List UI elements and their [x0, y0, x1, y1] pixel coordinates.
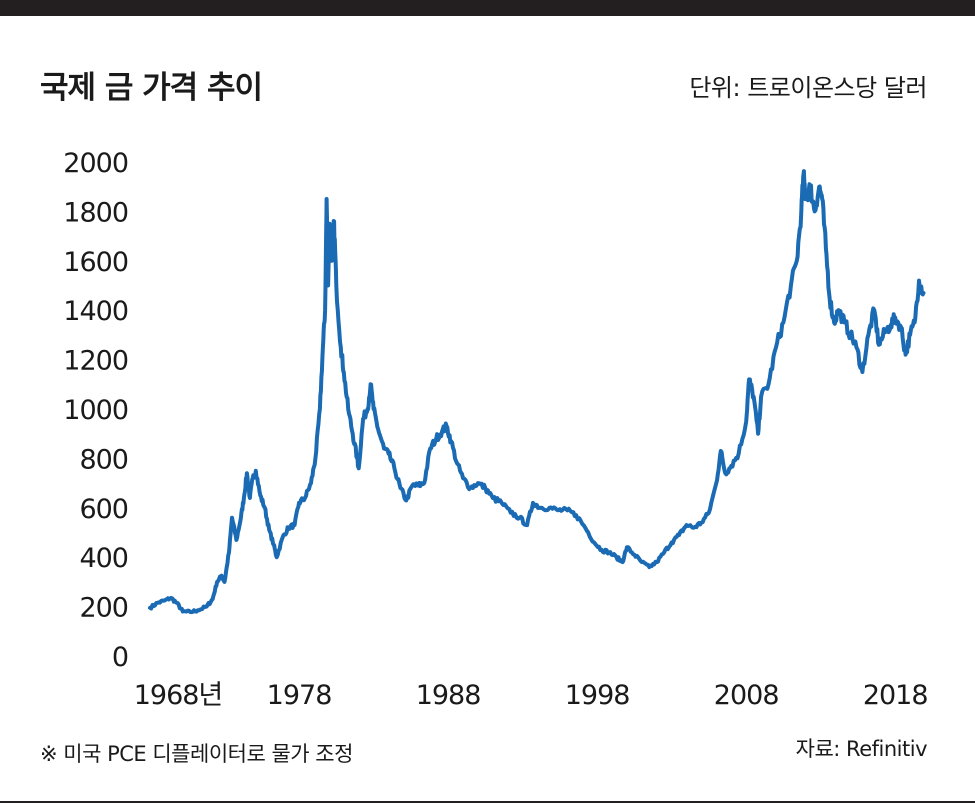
y-tick-label: 1400	[63, 296, 128, 327]
y-tick-label: 200	[79, 593, 128, 624]
footnote: ※ 미국 PCE 디플레이터로 물가 조정	[40, 742, 353, 766]
y-tick-label: 1600	[63, 247, 128, 278]
y-tick-label: 1000	[63, 395, 128, 426]
unit-label: 단위: 트로이온스당 달러	[689, 74, 927, 102]
y-tick-label: 1800	[63, 197, 128, 228]
top-bar	[0, 0, 975, 16]
x-tick-label: 1998	[565, 680, 630, 711]
x-tick-label: 1968년	[134, 680, 223, 711]
bottom-rule	[0, 801, 975, 803]
x-tick-label: 1988	[416, 680, 481, 711]
x-tick-label: 1978	[267, 680, 332, 711]
y-tick-label: 400	[79, 543, 128, 574]
series-line-gold-price	[148, 169, 926, 615]
y-axis-ticks: 0 200 400 600 800 1000 1200 1400 1600 1800 2000	[63, 148, 129, 673]
y-tick-label: 2000	[63, 148, 128, 179]
x-tick-label: 2008	[714, 680, 779, 711]
y-tick-label: 600	[79, 494, 128, 525]
source-label: 자료: Refinitiv	[795, 737, 928, 761]
y-tick-label: 800	[79, 444, 128, 475]
chart-title: 국제 금 가격 추이	[40, 70, 263, 106]
y-tick-label: 0	[112, 642, 128, 673]
x-axis-ticks: 1968년 1978 1988 1998 2008 2018	[134, 680, 929, 711]
x-tick-label: 2018	[863, 680, 928, 711]
y-tick-label: 1200	[63, 346, 128, 377]
